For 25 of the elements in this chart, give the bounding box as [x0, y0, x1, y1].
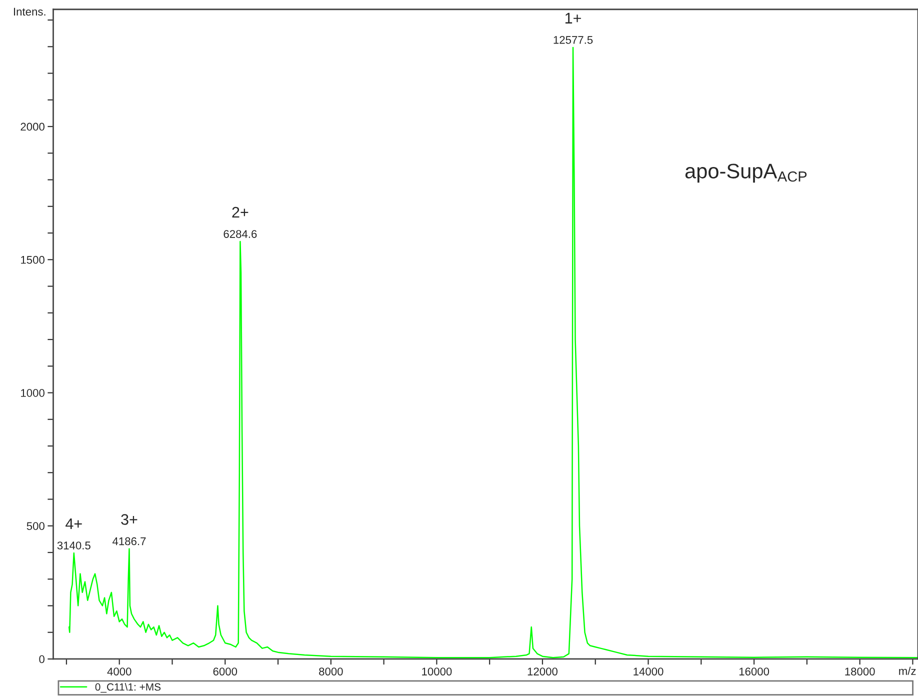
x-tick-label: 8000	[319, 668, 343, 676]
annotation: 6284.6	[224, 230, 257, 238]
y-axis-title: Intens.	[14, 8, 46, 16]
annotation: 1+	[565, 12, 581, 24]
x-tick-label: 18000	[845, 668, 875, 676]
annotation: 4186.7	[112, 537, 146, 546]
x-tick-label: 6000	[213, 668, 238, 676]
x-tick-label: 12000	[528, 668, 558, 676]
y-tick-label: 2000	[20, 122, 44, 131]
x-tick-label: 10000	[422, 668, 452, 676]
x-tick-label: 16000	[739, 668, 770, 676]
annotation: 3140.5	[57, 542, 90, 550]
annotation: 2+	[232, 206, 248, 218]
annotation: 3+	[121, 514, 138, 525]
legend-label: 0_C11\1: +MS	[95, 683, 161, 693]
y-tick-label: 500	[26, 522, 44, 530]
annotation: apo-SupA$_{ACP}$	[685, 164, 807, 183]
x-tick-label: 4000	[107, 668, 132, 676]
annotation: 12577.5	[554, 36, 593, 44]
y-tick-label: 0	[39, 655, 44, 664]
y-tick-label: 1000	[21, 389, 44, 397]
x-tick-label: 14000	[634, 668, 664, 676]
y-tick-label: 1500	[21, 256, 44, 264]
x-axis-title: m/z	[899, 666, 916, 675]
annotation: 4+	[66, 518, 82, 530]
